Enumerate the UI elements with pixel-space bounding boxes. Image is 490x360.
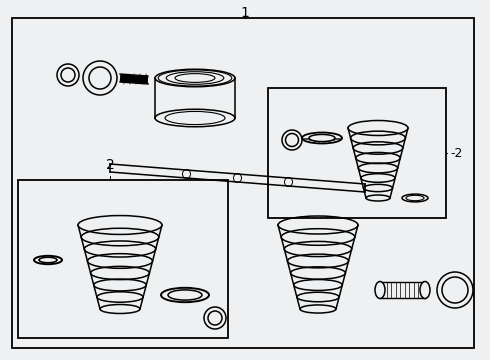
Ellipse shape [155,69,235,87]
Text: 2: 2 [106,158,114,172]
Bar [18,180,228,338]
Ellipse shape [420,282,430,298]
Ellipse shape [375,282,385,298]
Text: -2: -2 [450,147,463,159]
Text: 1: 1 [241,6,249,20]
Bar [268,88,446,218]
Ellipse shape [155,109,235,127]
